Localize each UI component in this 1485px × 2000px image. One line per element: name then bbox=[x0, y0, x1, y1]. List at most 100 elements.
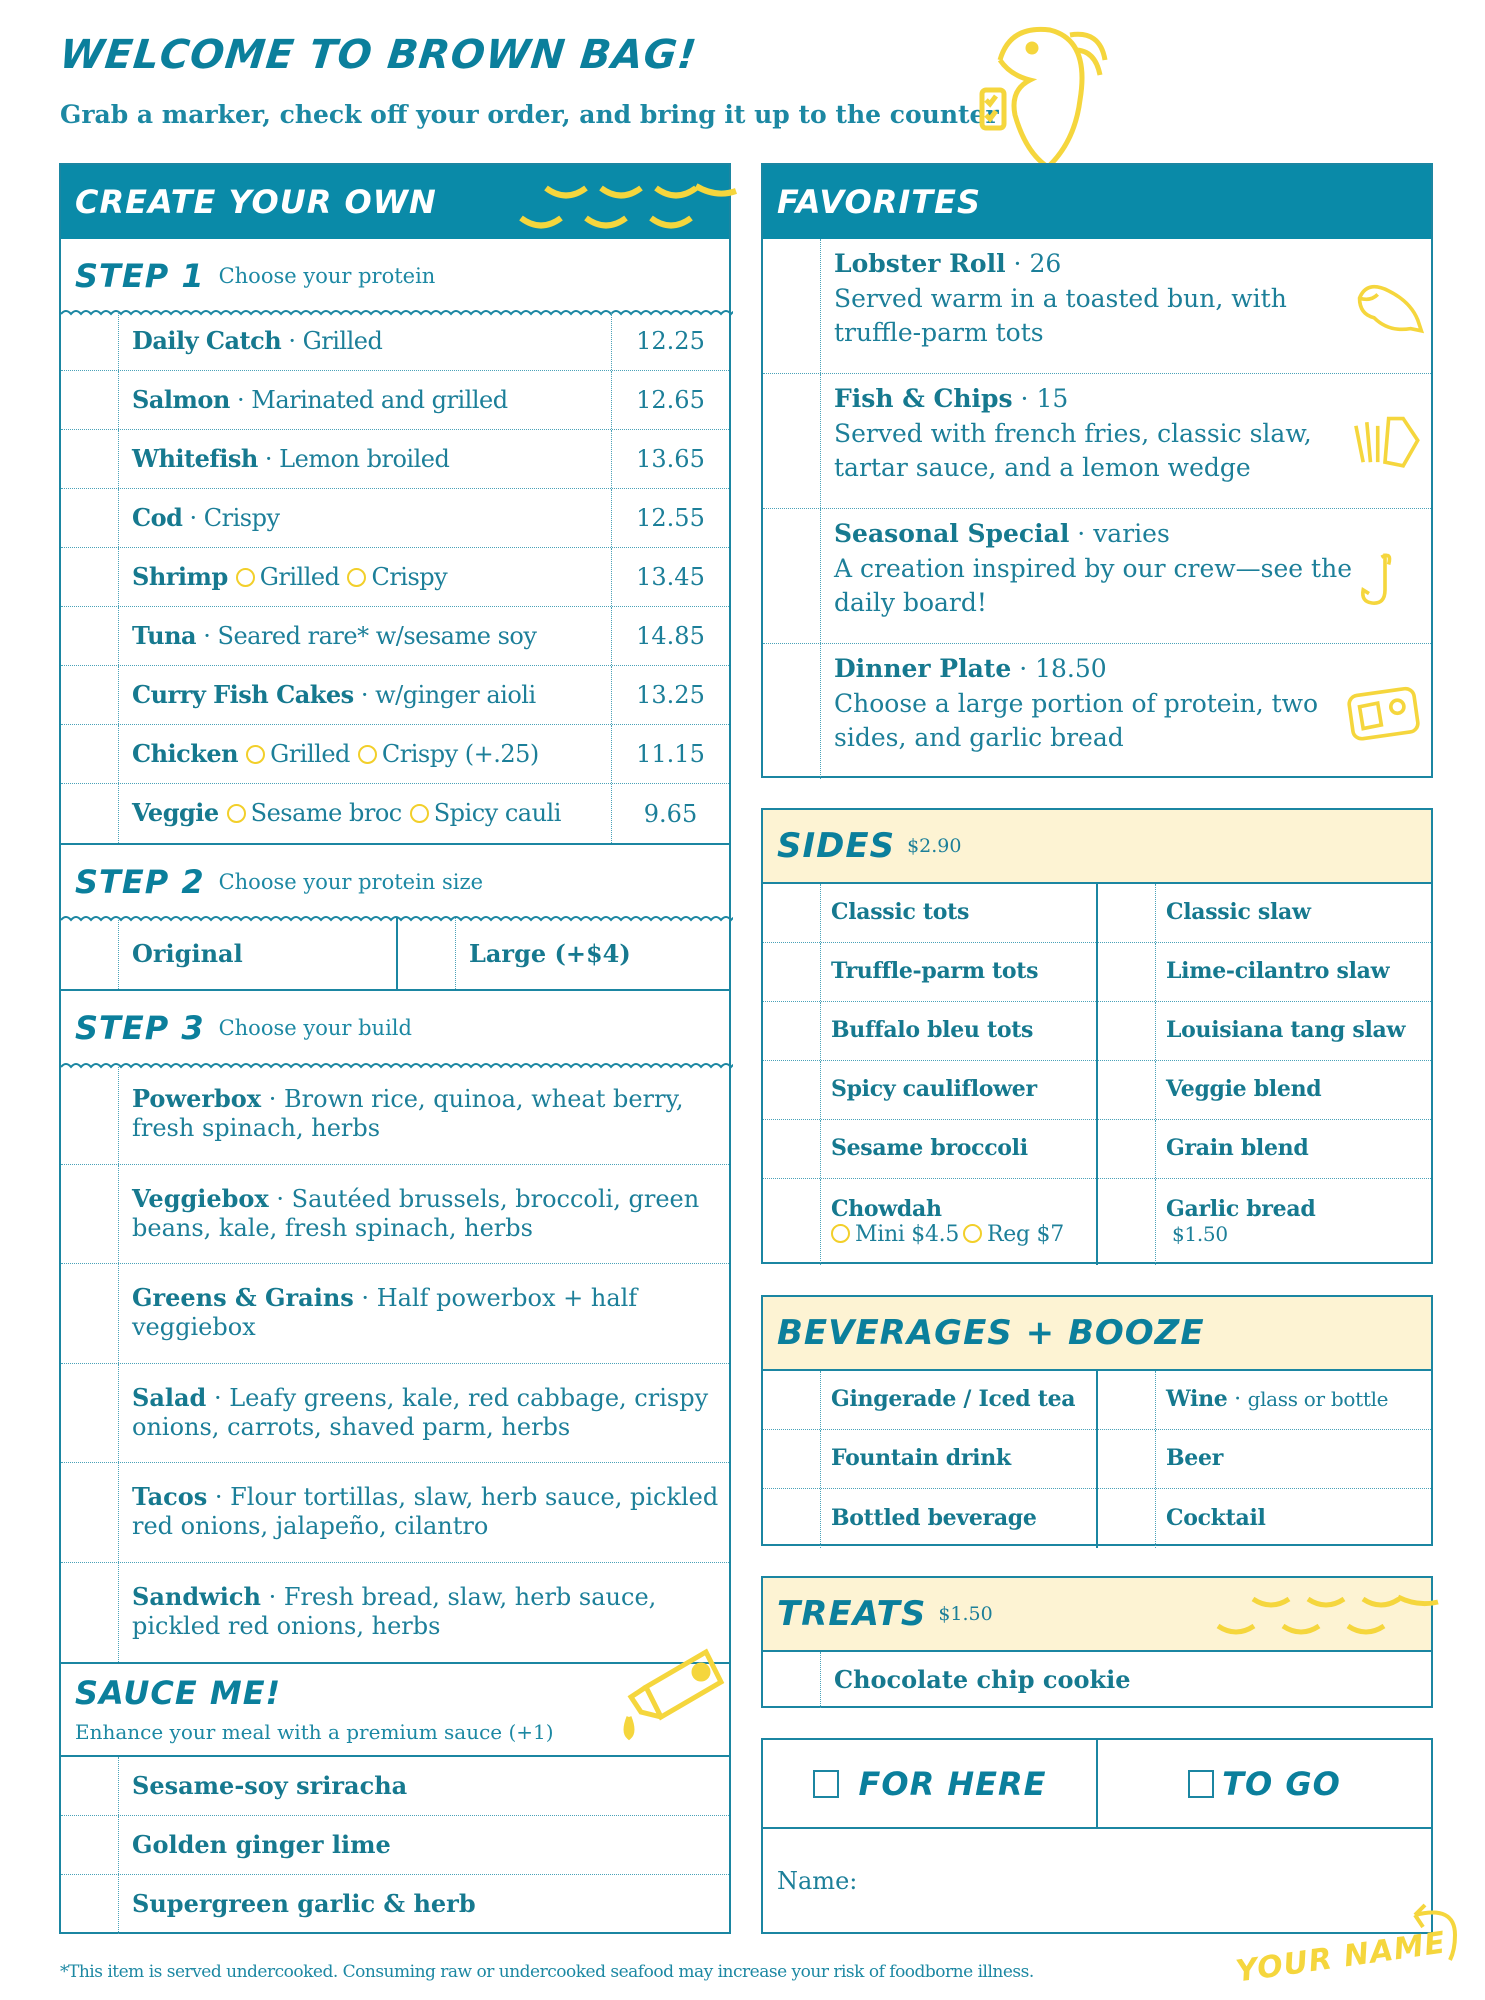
check-area[interactable] bbox=[61, 1875, 119, 1934]
option-radio[interactable] bbox=[235, 567, 255, 587]
check-area[interactable] bbox=[61, 1164, 119, 1263]
protein-row[interactable]: Tuna · Seared rare* w/sesame soy 14.85 bbox=[61, 607, 729, 666]
check-area[interactable] bbox=[763, 1002, 821, 1060]
option-label: Reg $7 bbox=[987, 1221, 1064, 1247]
check-area[interactable] bbox=[61, 430, 119, 488]
sauce-row[interactable]: Golden ginger lime bbox=[61, 1816, 729, 1875]
build-row[interactable]: Sandwich · Fresh bread, slaw, herb sauce… bbox=[61, 1562, 729, 1662]
check-area[interactable] bbox=[763, 239, 821, 373]
name-field[interactable]: Name: bbox=[763, 1829, 1431, 1933]
list-item[interactable]: Wine · glass or bottle bbox=[1098, 1371, 1431, 1430]
check-area[interactable] bbox=[61, 489, 119, 547]
check-area[interactable] bbox=[763, 884, 821, 942]
item-name: Beer bbox=[1166, 1445, 1223, 1472]
list-item[interactable]: Classic slaw bbox=[1098, 884, 1431, 943]
check-area[interactable] bbox=[1098, 1489, 1156, 1548]
protein-row[interactable]: Salmon · Marinated and grilled 12.65 bbox=[61, 371, 729, 430]
list-item[interactable]: Chowdah Mini $4.5 Reg $7 bbox=[763, 1179, 1096, 1265]
check-area[interactable] bbox=[1098, 1120, 1156, 1178]
list-item[interactable]: Cocktail bbox=[1098, 1489, 1431, 1548]
check-area[interactable] bbox=[1098, 1002, 1156, 1060]
list-item[interactable]: Garlic bread $1.50 bbox=[1098, 1179, 1431, 1265]
check-area[interactable] bbox=[61, 1065, 119, 1164]
protein-row[interactable]: Shrimp Grilled Crispy 13.45 bbox=[61, 548, 729, 607]
check-area[interactable] bbox=[763, 943, 821, 1001]
protein-row[interactable]: Veggie Sesame broc Spicy cauli 9.65 bbox=[61, 784, 729, 843]
check-area[interactable] bbox=[763, 644, 821, 779]
option-radio[interactable] bbox=[357, 744, 377, 764]
check-area[interactable] bbox=[763, 1179, 821, 1265]
protein-row[interactable]: Curry Fish Cakes · w/ginger aioli 13.25 bbox=[61, 666, 729, 725]
for-here-option[interactable]: For here bbox=[763, 1740, 1098, 1827]
check-area[interactable] bbox=[1098, 943, 1156, 1001]
check-area[interactable] bbox=[61, 1757, 119, 1815]
check-area[interactable] bbox=[61, 312, 119, 370]
protein-row[interactable]: Cod · Crispy 12.55 bbox=[61, 489, 729, 548]
favorite-row[interactable]: Seasonal Special · varies A creation insp… bbox=[763, 509, 1431, 644]
check-area[interactable] bbox=[1098, 1371, 1156, 1429]
check-area[interactable] bbox=[61, 607, 119, 665]
list-item[interactable]: Grain blend bbox=[1098, 1120, 1431, 1179]
build-row[interactable]: Tacos · Flour tortillas, slaw, herb sauc… bbox=[61, 1463, 729, 1563]
list-item[interactable]: Bottled beverage bbox=[763, 1489, 1096, 1548]
build-row[interactable]: Greens & Grains · Half powerbox + half v… bbox=[61, 1264, 729, 1364]
check-area[interactable] bbox=[763, 1430, 821, 1488]
option-radio[interactable] bbox=[409, 804, 429, 824]
check-area[interactable] bbox=[61, 1264, 119, 1363]
check-area[interactable] bbox=[61, 548, 119, 606]
list-item[interactable]: Truffle-parm tots bbox=[763, 943, 1096, 1002]
list-item[interactable]: Louisiana tang slaw bbox=[1098, 1002, 1431, 1061]
option-radio[interactable] bbox=[347, 567, 367, 587]
check-area[interactable] bbox=[61, 725, 119, 783]
build-row[interactable]: Salad · Leafy greens, kale, red cabbage,… bbox=[61, 1363, 729, 1463]
favorite-row[interactable]: Lobster Roll · 26 Served warm in a toaste… bbox=[763, 239, 1431, 374]
to-go-option[interactable]: To go bbox=[1098, 1740, 1431, 1827]
check-area[interactable] bbox=[61, 1363, 119, 1462]
list-item[interactable]: Fountain drink bbox=[763, 1430, 1096, 1489]
check-area[interactable] bbox=[61, 1562, 119, 1662]
option-radio[interactable] bbox=[963, 1223, 983, 1243]
option-radio[interactable] bbox=[226, 804, 246, 824]
check-area[interactable] bbox=[61, 371, 119, 429]
list-item[interactable]: Buffalo bleu tots bbox=[763, 1002, 1096, 1061]
protein-row[interactable]: Whitefish · Lemon broiled 13.65 bbox=[61, 430, 729, 489]
favorite-row[interactable]: Fish & Chips · 15 Served with french frie… bbox=[763, 374, 1431, 509]
fish-hook-icon bbox=[1361, 553, 1392, 605]
check-area[interactable] bbox=[1098, 884, 1156, 942]
list-item[interactable]: Sesame broccoli bbox=[763, 1120, 1096, 1179]
size-original[interactable]: Original bbox=[61, 918, 398, 989]
list-item[interactable]: Spicy cauliflower bbox=[763, 1061, 1096, 1120]
protein-row[interactable]: Daily Catch · Grilled 12.25 bbox=[61, 312, 729, 371]
list-item[interactable]: Gingerade / Iced tea bbox=[763, 1371, 1096, 1430]
check-area[interactable] bbox=[763, 1061, 821, 1119]
check-area[interactable] bbox=[1098, 1430, 1156, 1488]
option-radio[interactable] bbox=[246, 744, 266, 764]
option-radio[interactable] bbox=[831, 1223, 850, 1243]
list-item[interactable]: Classic tots bbox=[763, 884, 1096, 943]
favorite-row[interactable]: Dinner Plate · 18.50 Choose a large porti… bbox=[763, 644, 1431, 779]
list-item[interactable]: Veggie blend bbox=[1098, 1061, 1431, 1120]
check-area[interactable] bbox=[61, 1463, 119, 1562]
list-item[interactable]: Chocolate chip cookie bbox=[763, 1652, 1431, 1708]
sauce-row[interactable]: Supergreen garlic & herb bbox=[61, 1875, 729, 1934]
check-area[interactable] bbox=[763, 374, 821, 508]
check-area[interactable] bbox=[763, 1371, 821, 1429]
list-item[interactable]: Beer bbox=[1098, 1430, 1431, 1489]
check-area[interactable] bbox=[763, 1489, 821, 1548]
check-area[interactable] bbox=[763, 509, 821, 643]
sauce-row[interactable]: Sesame-soy sriracha bbox=[61, 1757, 729, 1816]
check-area[interactable] bbox=[763, 1652, 821, 1708]
size-large[interactable]: Large (+$4) bbox=[398, 918, 729, 989]
build-row[interactable]: Veggiebox · Sautéed brussels, broccoli, … bbox=[61, 1164, 729, 1264]
check-area[interactable] bbox=[61, 784, 119, 843]
check-area[interactable] bbox=[1098, 1179, 1156, 1265]
check-area[interactable] bbox=[1098, 1061, 1156, 1119]
build-row[interactable]: Powerbox · Brown rice, quinoa, wheat ber… bbox=[61, 1065, 729, 1165]
list-item[interactable]: Lime-cilantro slaw bbox=[1098, 943, 1431, 1002]
protein-row[interactable]: Chicken Grilled Crispy (+.25) 11.15 bbox=[61, 725, 729, 784]
check-area[interactable] bbox=[61, 1816, 119, 1874]
check-area[interactable] bbox=[61, 666, 119, 724]
check-area[interactable] bbox=[763, 1120, 821, 1178]
checkbox[interactable] bbox=[1188, 1769, 1215, 1798]
checkbox[interactable] bbox=[812, 1769, 839, 1798]
